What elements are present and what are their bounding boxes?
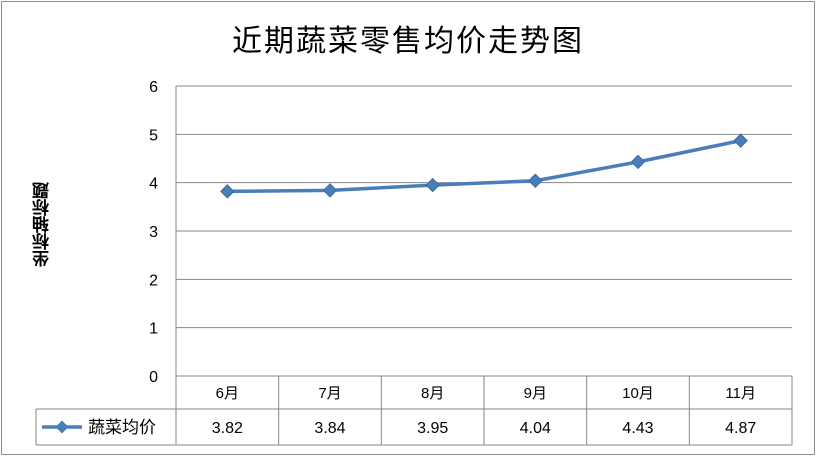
legend-series-name: 蔬菜均价	[88, 418, 156, 437]
x-category-label: 7月	[318, 385, 341, 402]
data-point-marker	[733, 133, 748, 148]
y-tick-label-3: 3	[149, 224, 158, 241]
table-value-cell: 4.43	[622, 420, 653, 437]
y-tick-label-5: 5	[149, 127, 158, 144]
data-point-marker	[630, 154, 646, 170]
chart-title: 近期蔬菜零售均价走势图	[232, 25, 584, 58]
y-tick-label-6: 6	[149, 79, 158, 96]
table-value-cell: 4.87	[725, 420, 756, 437]
table-value-cell: 3.95	[417, 420, 448, 437]
data-point-marker	[528, 173, 543, 188]
series-line-vegetable-avg-price	[227, 138, 742, 194]
y-tick-label-0: 0	[149, 369, 158, 386]
x-category-label: 11月	[725, 385, 756, 402]
table-value-cell: 3.82	[212, 420, 243, 437]
x-category-label: 9月	[524, 385, 547, 402]
x-category-label: 10月	[622, 385, 654, 402]
y-tick-label-4: 4	[149, 176, 158, 193]
x-category-label: 8月	[421, 385, 444, 402]
data-point-marker	[220, 184, 235, 199]
table-value-cell: 4.04	[520, 420, 551, 437]
y-tick-label-2: 2	[149, 272, 158, 289]
data-point-marker	[322, 183, 338, 198]
legend-marker-swatch	[55, 420, 69, 434]
table-value-cell: 3.84	[314, 420, 345, 437]
y-tick-label-1: 1	[149, 321, 158, 338]
x-category-label: 6月	[216, 385, 239, 402]
data-point-marker	[425, 177, 440, 193]
